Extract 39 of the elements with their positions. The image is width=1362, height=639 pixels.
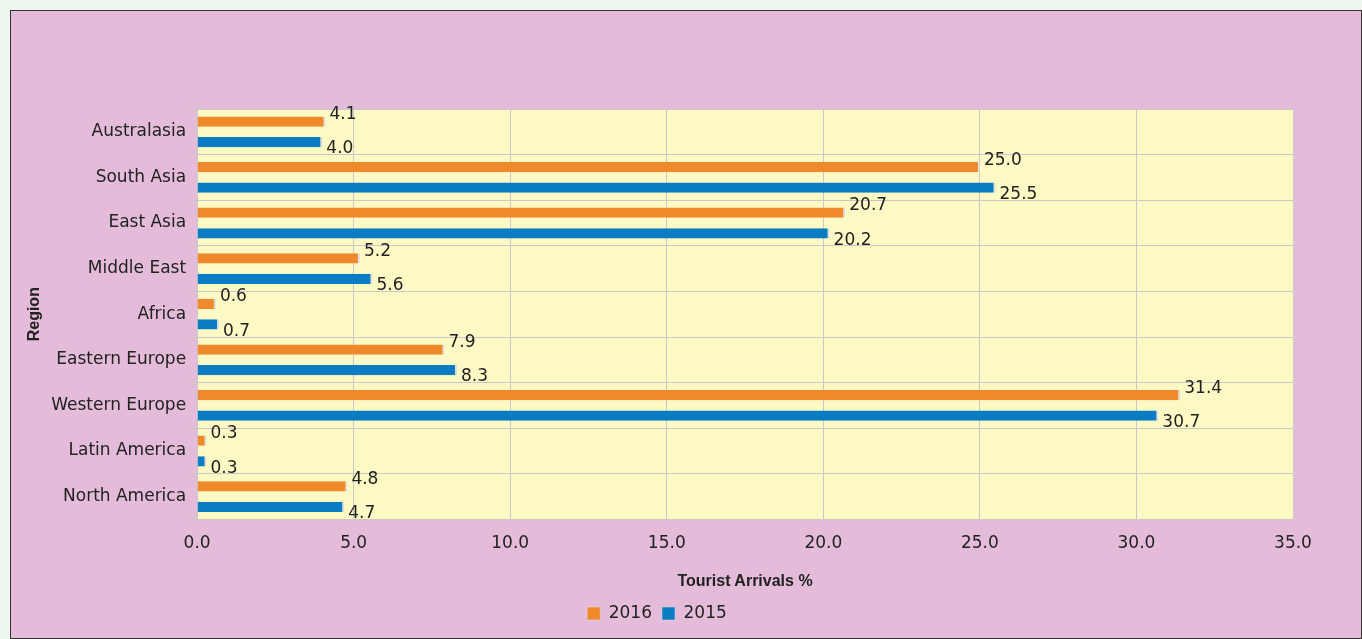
y-tick-label: Middle East xyxy=(87,257,187,278)
data-label: 30.7 xyxy=(1162,411,1201,432)
x-tick-label: 25.0 xyxy=(960,532,999,553)
data-label: 8.3 xyxy=(460,365,489,386)
y-tick-label: East Asia xyxy=(108,211,187,232)
data-label: 5.2 xyxy=(363,239,391,260)
data-label: 7.9 xyxy=(448,330,476,351)
data-label: 25.0 xyxy=(983,148,1022,169)
legend-label: 2015 xyxy=(683,601,727,622)
data-label: 4.7 xyxy=(348,502,376,523)
x-tick-label: 0.0 xyxy=(183,532,211,553)
x-tick-label: 10.0 xyxy=(491,532,530,553)
data-label: 0.3 xyxy=(210,456,238,477)
data-label: 31.4 xyxy=(1184,376,1223,397)
y-tick-label: South Asia xyxy=(95,165,187,186)
legend-label: 2016 xyxy=(608,601,652,622)
x-tick-label: 35.0 xyxy=(1274,532,1312,553)
x-axis-title: Tourist Arrivals % xyxy=(677,571,813,589)
data-label: 25.5 xyxy=(999,183,1038,204)
x-tick-label: 30.0 xyxy=(1117,532,1156,553)
x-tick-label: 15.0 xyxy=(647,532,686,553)
y-tick-label: Western Europe xyxy=(51,393,187,414)
data-label: 4.1 xyxy=(329,102,357,123)
y-tick-label: North America xyxy=(63,485,187,506)
y-tick-label: Eastern Europe xyxy=(56,348,187,369)
data-label: 4.8 xyxy=(351,467,379,488)
data-label: 0.7 xyxy=(223,319,251,340)
data-label: 5.6 xyxy=(376,274,404,295)
data-label: 0.3 xyxy=(210,422,238,443)
data-label: 4.0 xyxy=(326,137,354,158)
y-tick-label: Australasia xyxy=(91,120,187,141)
y-tick-label: Latin America xyxy=(68,439,187,460)
x-tick-label: 5.0 xyxy=(340,532,368,553)
data-label: 20.2 xyxy=(833,228,872,249)
y-axis-title: Region xyxy=(25,287,43,342)
data-label: 20.7 xyxy=(849,194,888,215)
data-label: 0.6 xyxy=(219,285,247,306)
x-tick-label: 20.0 xyxy=(804,532,843,553)
y-tick-label: Africa xyxy=(137,302,187,323)
